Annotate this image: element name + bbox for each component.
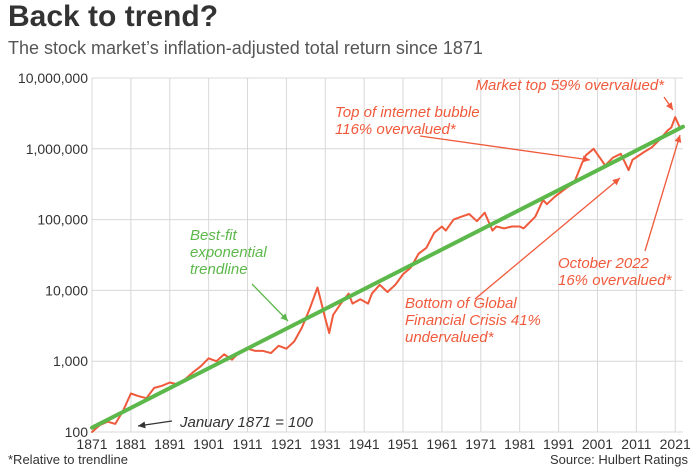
chart-title: Back to trend? bbox=[8, 0, 219, 33]
annotation-gfc-bottom-line: Bottom of Global bbox=[405, 295, 517, 312]
annotation-market-top-arrowhead bbox=[666, 102, 673, 110]
y-tick-label: 100,000 bbox=[37, 212, 88, 228]
source-note: Source: Hulbert Ratings bbox=[549, 452, 688, 467]
annotation-gfc-bottom-arrow bbox=[474, 177, 621, 300]
x-tick-label: 1981 bbox=[504, 436, 535, 452]
annotation-january-1871-line: January 1871 = 100 bbox=[179, 414, 314, 431]
annotation-january-1871-arrowhead bbox=[138, 421, 146, 429]
annotation-layer: Market top 59% overvalued* Top of interne… bbox=[137, 77, 682, 431]
annotation-gfc-bottom-line: undervalued* bbox=[405, 329, 495, 346]
x-tick-label: 1951 bbox=[387, 436, 418, 452]
axis-layer: 100 1,000 10,000 100,000 1,000,000 10,000,000… bbox=[18, 70, 691, 452]
x-tick-label: 1961 bbox=[426, 436, 457, 452]
x-tick-label: 1941 bbox=[349, 436, 380, 452]
x-tick-label: 1991 bbox=[543, 436, 574, 452]
annotation-best-fit-arrow bbox=[251, 283, 289, 322]
x-tick-label: 1971 bbox=[465, 436, 496, 452]
annotation-gfc-bottom-arrowhead bbox=[612, 178, 620, 186]
annotation-internet-bubble-arrowhead bbox=[582, 155, 590, 163]
annotation-internet-bubble-line: Top of internet bubble bbox=[335, 104, 480, 121]
annotation-market-top: Market top 59% overvalued* bbox=[476, 77, 674, 111]
y-tick-label: 100 bbox=[65, 424, 89, 440]
x-tick-label: 1891 bbox=[154, 436, 185, 452]
x-tick-label: 1921 bbox=[271, 436, 302, 452]
annotation-best-fit-line: exponential bbox=[190, 244, 267, 261]
y-tick-label: 1,000 bbox=[53, 353, 88, 369]
annotation-best-fit-arrowhead bbox=[280, 313, 288, 321]
market-series bbox=[91, 116, 681, 433]
x-tick-label: 1871 bbox=[76, 436, 107, 452]
annotation-best-fit-line: trendline bbox=[190, 261, 248, 278]
x-tick-label: 2021 bbox=[660, 436, 691, 452]
annotation-market-top-line: Market top 59% overvalued* bbox=[476, 77, 666, 94]
annotation-january-1871: January 1871 = 100 bbox=[137, 414, 314, 431]
x-tick-label: 2001 bbox=[582, 436, 613, 452]
annotation-october-2022-arrow bbox=[644, 134, 681, 252]
x-tick-label: 1901 bbox=[193, 436, 224, 452]
footnote: *Relative to trendline bbox=[8, 452, 128, 467]
annotation-gfc-bottom-line: Financial Crisis 41% bbox=[405, 312, 541, 329]
grid-layer bbox=[91, 77, 683, 433]
annotation-best-fit-line: Best-fit bbox=[190, 227, 238, 244]
annotation-october-2022-line: 16% overvalued* bbox=[558, 272, 673, 289]
chart-subtitle: The stock market’s inflation-adjusted to… bbox=[8, 38, 483, 58]
x-tick-label: 2011 bbox=[621, 436, 651, 452]
annotation-internet-bubble-arrow bbox=[419, 135, 591, 161]
y-tick-label: 1,000,000 bbox=[26, 141, 88, 157]
y-tick-label: 10,000 bbox=[45, 282, 88, 298]
x-tick-label: 1931 bbox=[310, 436, 341, 452]
series-layer bbox=[90, 116, 685, 433]
annotation-october-2022-arrowhead bbox=[674, 135, 682, 143]
annotation-october-2022-line: October 2022 bbox=[558, 255, 650, 272]
trendline-series bbox=[90, 124, 685, 430]
y-tick-label: 10,000,000 bbox=[18, 70, 88, 86]
x-tick-label: 1911 bbox=[232, 436, 262, 452]
annotation-internet-bubble-line: 116% overvalued* bbox=[335, 121, 457, 138]
x-tick-label: 1881 bbox=[115, 436, 146, 452]
